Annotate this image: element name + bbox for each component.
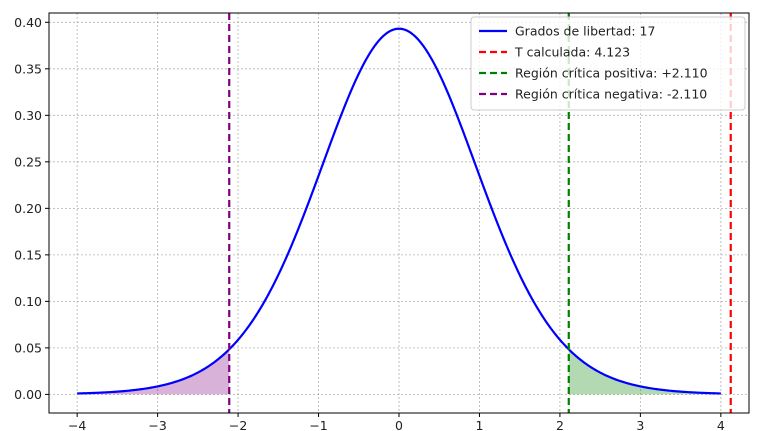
y-tick-label: 0.25 — [14, 154, 42, 169]
x-tick-label: −4 — [68, 418, 86, 431]
shaded-regions — [77, 349, 721, 394]
legend-label-2: Región crítica positiva: +2.110 — [515, 66, 708, 81]
y-tick-label: 0.10 — [14, 294, 42, 309]
y-tick-label: 0.00 — [14, 387, 42, 402]
x-tick-label: −3 — [148, 418, 166, 431]
x-tick-label: −1 — [309, 418, 327, 431]
legend-label-3: Región crítica negativa: -2.110 — [515, 87, 707, 102]
x-tick-label: 1 — [475, 418, 483, 431]
y-tick-label: 0.30 — [14, 108, 42, 123]
x-tick-label: 0 — [395, 418, 403, 431]
x-tick-label: −2 — [229, 418, 247, 431]
x-tick-label: 2 — [556, 418, 564, 431]
y-tick-label: 0.15 — [14, 247, 42, 262]
legend-label-1: T calculada: 4.123 — [514, 45, 630, 60]
legend-label-0: Grados de libertad: 17 — [515, 24, 655, 39]
y-tick-label: 0.05 — [14, 340, 42, 355]
y-tick-label: 0.20 — [14, 201, 42, 216]
y-tick-label: 0.40 — [14, 15, 42, 30]
legend: Grados de libertad: 17 T calculada: 4.123… — [471, 17, 745, 110]
y-tick-label: 0.35 — [14, 61, 42, 76]
x-tick-label: 4 — [717, 418, 725, 431]
x-tick-label: 3 — [636, 418, 644, 431]
